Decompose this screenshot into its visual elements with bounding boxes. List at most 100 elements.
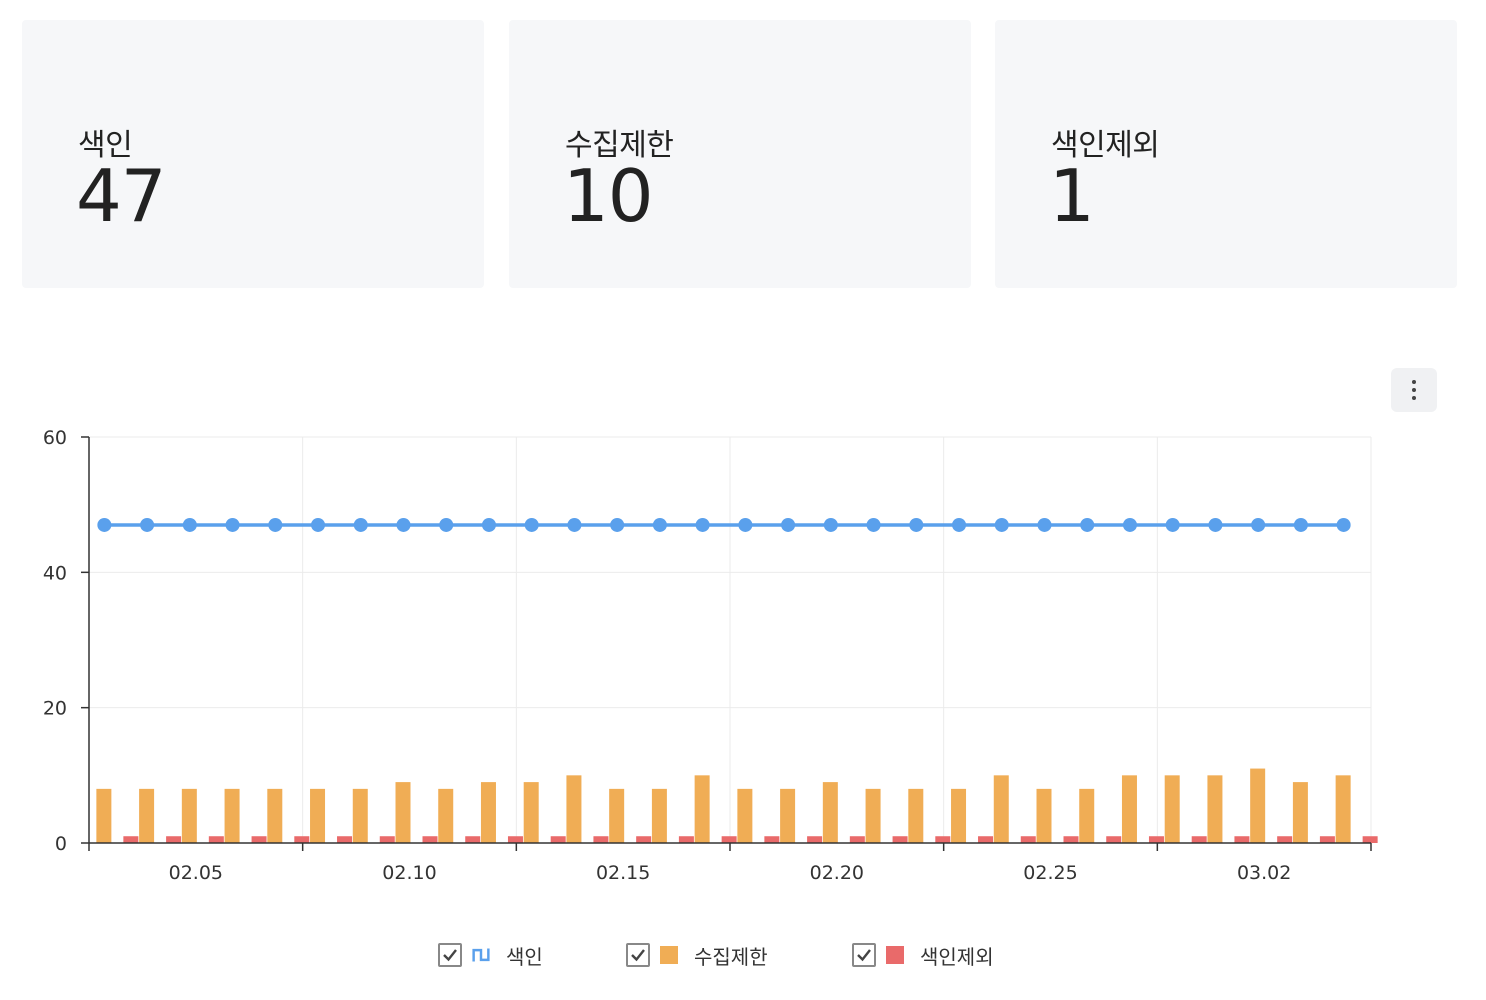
bar-excluded — [593, 836, 609, 843]
bar-crawl-limited — [566, 775, 582, 843]
point-indexed — [311, 517, 326, 532]
point-indexed — [738, 517, 753, 532]
bar-excluded — [1234, 836, 1250, 843]
bar-swatch-icon — [660, 946, 678, 964]
chart-legend: 색인 수집제한 색인제외 — [0, 938, 1486, 972]
bar-excluded — [208, 836, 224, 843]
bar-crawl-limited — [523, 782, 539, 843]
bar-crawl-limited — [480, 782, 496, 843]
bar-crawl-limited — [780, 788, 796, 843]
bar-excluded — [978, 836, 994, 843]
legend-item-crawl-limited[interactable]: 수집제한 — [626, 938, 768, 972]
bar-crawl-limited — [865, 788, 881, 843]
point-indexed — [1165, 517, 1180, 532]
bar-excluded — [1362, 836, 1378, 843]
x-tick-label: 02.20 — [810, 862, 864, 884]
point-indexed — [652, 517, 667, 532]
y-tick-label: 40 — [43, 562, 67, 584]
point-indexed — [909, 517, 924, 532]
legend-item-indexed[interactable]: 색인 — [438, 938, 543, 972]
bar-excluded — [1148, 836, 1164, 843]
bar-crawl-limited — [908, 788, 924, 843]
bar-excluded — [807, 836, 823, 843]
bar-crawl-limited — [395, 782, 411, 843]
legend-checkbox[interactable] — [438, 943, 462, 967]
legend-checkbox[interactable] — [626, 943, 650, 967]
point-indexed — [781, 517, 796, 532]
chart: 0 20 40 60 02.05 02.10 02.15 02.20 02.25 03.02 — [43, 427, 1378, 884]
bar-excluded — [678, 836, 694, 843]
bar-excluded — [1277, 836, 1293, 843]
bar-crawl-limited — [694, 775, 710, 843]
chart-menu-button[interactable] — [1391, 368, 1437, 412]
y-tick-label: 20 — [43, 698, 67, 720]
x-tick-label: 02.15 — [596, 862, 650, 884]
bar-crawl-limited — [1164, 775, 1180, 843]
bar-crawl-limited — [993, 775, 1009, 843]
bar-swatch-icon — [886, 946, 904, 964]
legend-label: 색인제외 — [920, 944, 994, 969]
bar-crawl-limited — [267, 788, 283, 843]
bar-crawl-limited — [1250, 768, 1266, 843]
bar-crawl-limited — [139, 788, 155, 843]
bar-excluded — [550, 836, 566, 843]
bar-excluded — [1063, 836, 1079, 843]
summary-card-excluded: 색인제외 1 — [995, 20, 1457, 288]
point-indexed — [97, 517, 112, 532]
point-indexed — [268, 517, 283, 532]
kebab-menu-icon — [1412, 380, 1416, 384]
bar-crawl-limited — [951, 788, 967, 843]
bar-excluded — [764, 836, 780, 843]
summary-label: 색인 — [78, 128, 133, 163]
summary-card-crawl-limited: 수집제한 10 — [509, 20, 971, 288]
bar-excluded — [1106, 836, 1122, 843]
x-tick-label: 02.25 — [1023, 862, 1077, 884]
check-icon — [443, 949, 457, 962]
bar-crawl-limited — [310, 788, 326, 843]
point-indexed — [1293, 517, 1308, 532]
point-indexed — [481, 517, 496, 532]
check-icon — [631, 949, 645, 962]
bar-crawl-limited — [438, 788, 454, 843]
bar-excluded — [636, 836, 652, 843]
bar-excluded — [465, 836, 481, 843]
point-indexed — [695, 517, 710, 532]
x-tick-label: 02.10 — [382, 862, 436, 884]
point-indexed — [866, 517, 881, 532]
point-indexed — [1208, 517, 1223, 532]
bar-crawl-limited — [1121, 775, 1137, 843]
point-indexed — [952, 517, 967, 532]
legend-item-excluded[interactable]: 색인제외 — [852, 938, 994, 972]
legend-label: 색인 — [506, 944, 543, 969]
bar-excluded — [422, 836, 438, 843]
check-icon — [857, 949, 871, 962]
bar-crawl-limited — [181, 788, 197, 843]
point-indexed — [1251, 517, 1266, 532]
bar-excluded — [1191, 836, 1207, 843]
summary-value: 10 — [563, 154, 654, 238]
bar-excluded — [123, 836, 139, 843]
bar-crawl-limited — [822, 782, 838, 843]
point-indexed — [610, 517, 625, 532]
line-series-icon — [472, 948, 490, 962]
bar-crawl-limited — [352, 788, 368, 843]
point-indexed — [439, 517, 454, 532]
point-indexed — [225, 517, 240, 532]
summary-value: 1 — [1049, 154, 1095, 238]
point-indexed — [1122, 517, 1137, 532]
bar-excluded — [935, 836, 951, 843]
x-tick-label: 03.02 — [1237, 862, 1291, 884]
point-indexed — [524, 517, 539, 532]
point-indexed — [994, 517, 1009, 532]
point-indexed — [567, 517, 582, 532]
point-indexed — [353, 517, 368, 532]
legend-checkbox[interactable] — [852, 943, 876, 967]
point-indexed — [182, 517, 197, 532]
point-indexed — [1037, 517, 1052, 532]
bar-crawl-limited — [1292, 782, 1308, 843]
bar-crawl-limited — [651, 788, 667, 843]
point-indexed — [396, 517, 411, 532]
summary-label: 색인제외 — [1051, 128, 1160, 163]
bar-excluded — [251, 836, 267, 843]
bar-excluded — [892, 836, 908, 843]
